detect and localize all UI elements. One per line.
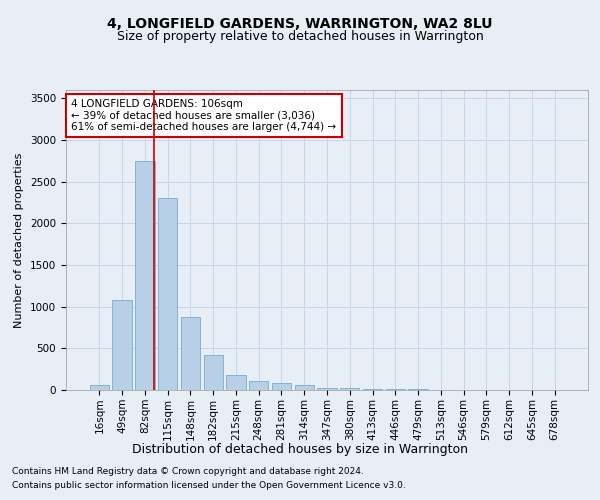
Text: 4 LONGFIELD GARDENS: 106sqm
← 39% of detached houses are smaller (3,036)
61% of : 4 LONGFIELD GARDENS: 106sqm ← 39% of det… — [71, 99, 337, 132]
Bar — [158, 198, 178, 390]
Bar — [181, 316, 200, 390]
Y-axis label: Number of detached properties: Number of detached properties — [14, 152, 25, 328]
Text: Size of property relative to detached houses in Warrington: Size of property relative to detached ho… — [116, 30, 484, 43]
Bar — [249, 381, 268, 390]
Bar — [340, 388, 359, 390]
Bar — [226, 376, 245, 390]
Bar — [295, 386, 314, 390]
Bar — [363, 389, 382, 390]
Bar — [203, 355, 223, 390]
Bar — [90, 386, 109, 390]
Bar — [386, 389, 405, 390]
Bar — [135, 161, 155, 390]
Bar — [272, 384, 291, 390]
Text: Distribution of detached houses by size in Warrington: Distribution of detached houses by size … — [132, 442, 468, 456]
Text: Contains public sector information licensed under the Open Government Licence v3: Contains public sector information licen… — [12, 481, 406, 490]
Text: Contains HM Land Registry data © Crown copyright and database right 2024.: Contains HM Land Registry data © Crown c… — [12, 467, 364, 476]
Bar — [317, 388, 337, 390]
Bar — [112, 300, 132, 390]
Text: 4, LONGFIELD GARDENS, WARRINGTON, WA2 8LU: 4, LONGFIELD GARDENS, WARRINGTON, WA2 8L… — [107, 18, 493, 32]
